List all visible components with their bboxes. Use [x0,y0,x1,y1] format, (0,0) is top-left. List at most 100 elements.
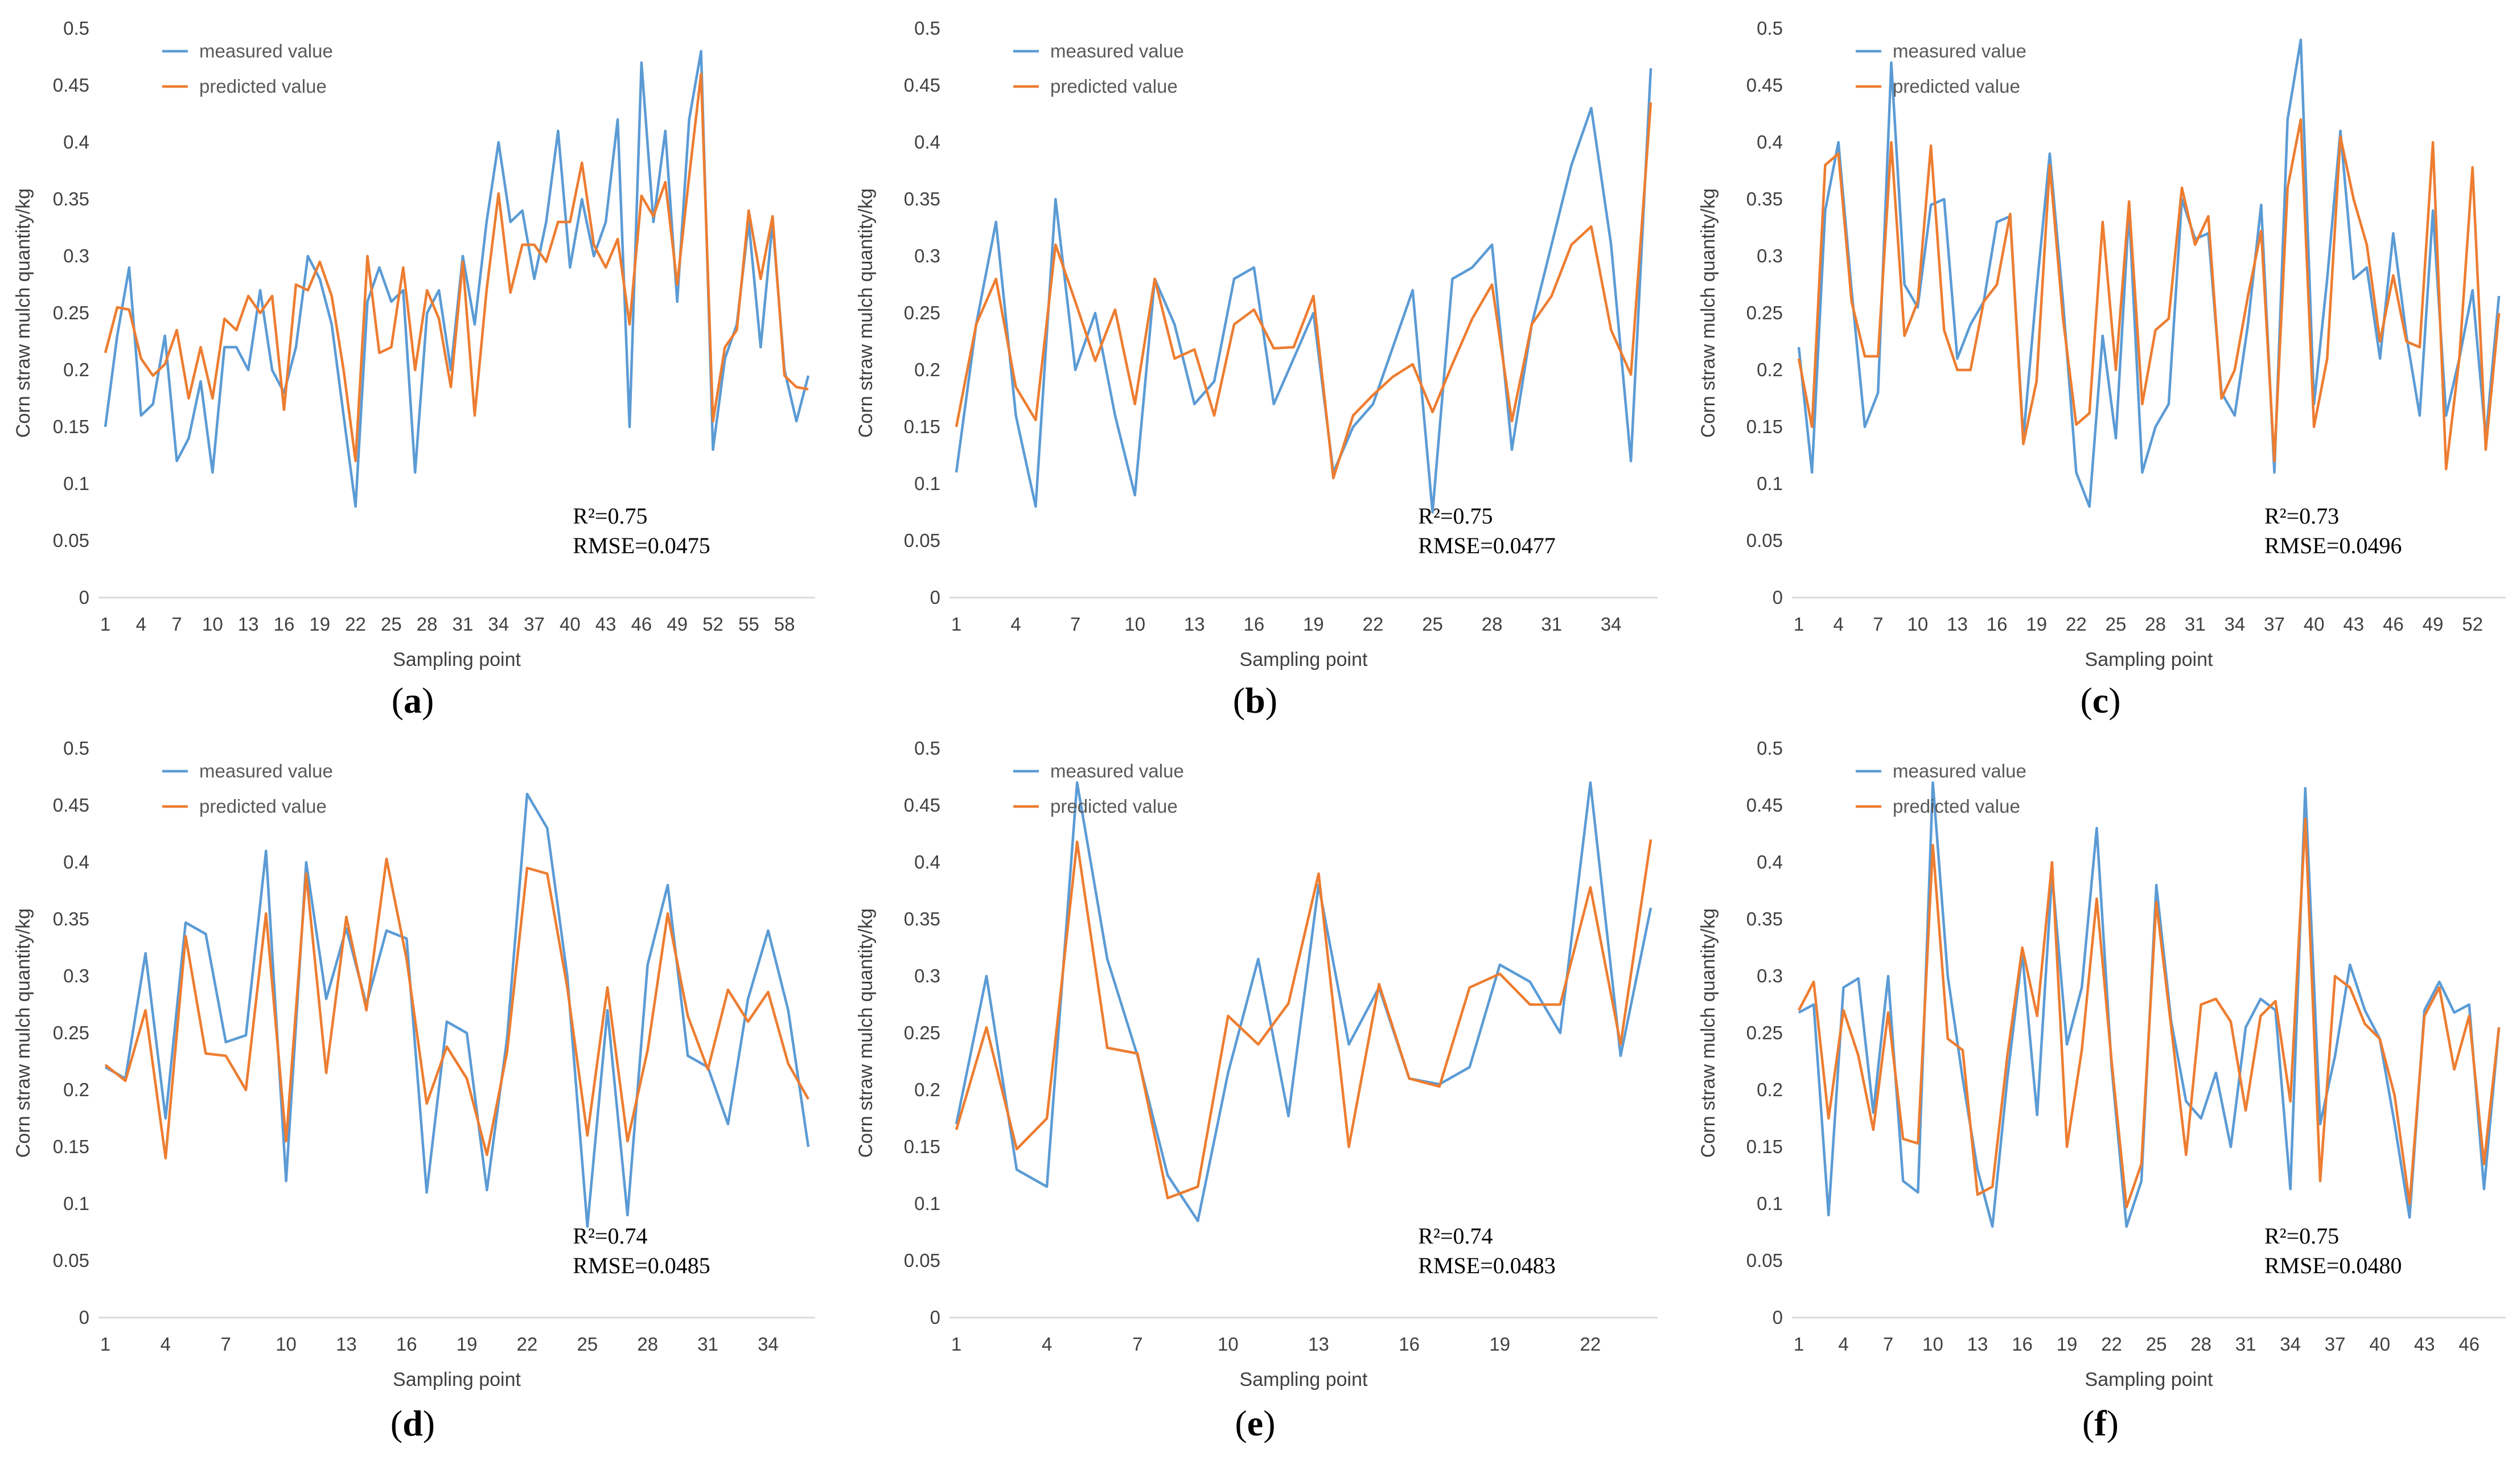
y-tick-label: 0.25 [53,1022,89,1043]
legend-label-predicted: predicted value [1050,76,1178,97]
y-tick-label: 0.4 [63,131,89,153]
r2-annotation: R²=0.75 [1418,503,1493,529]
legend-label-measured: measured value [1893,40,2026,61]
x-tick-label: 1 [100,1334,110,1355]
x-tick-label: 25 [381,614,402,635]
y-tick-label: 0.1 [63,1193,89,1214]
x-tick-label: 49 [667,614,688,635]
x-tick-label: 13 [238,614,259,635]
y-tick-label: 0 [79,587,89,608]
x-tick-label: 4 [1833,614,1843,635]
x-tick-label: 37 [524,614,545,635]
y-tick-label: 0.15 [53,1136,89,1157]
panel-letter: (f) [2082,1403,2119,1443]
x-tick-label: 19 [457,1334,478,1355]
x-tick-label: 52 [2462,614,2483,635]
x-tick-label: 10 [1218,1334,1239,1355]
rmse-annotation: RMSE=0.0480 [2264,1253,2402,1278]
y-tick-label: 0.35 [1746,908,1783,929]
x-tick-label: 16 [2012,1334,2033,1355]
y-tick-label: 0.4 [1757,131,1783,153]
r2-annotation: R²=0.74 [573,1223,647,1249]
y-axis-title: Corn straw mulch quantity/kg [1697,188,1719,438]
y-tick-label: 0.2 [1757,1079,1783,1100]
x-tick-label: 22 [1580,1334,1601,1355]
chart-panel-b: 0 0.05 0.1 0.15 0.2 0.25 0.3 0.35 0.4 0.45 0.5 1 4 7 1… [855,18,1658,721]
series-line-predicted [955,102,1652,480]
y-tick-label: 0.45 [53,75,89,96]
y-tick-label: 0.1 [1757,473,1783,494]
x-tick-label: 13 [1184,614,1205,635]
y-tick-label: 0.15 [1746,416,1783,437]
y-tick-label: 0.45 [1746,795,1783,816]
y-tick-label: 0.5 [63,738,89,759]
x-tick-label: 10 [1908,614,1929,635]
x-tick-label: 7 [1132,1334,1142,1355]
x-tick-label: 7 [1873,614,1883,635]
y-tick-label: 0.05 [904,1250,940,1271]
x-tick-label: 22 [517,1334,538,1355]
legend-label-measured: measured value [199,40,333,61]
x-tick-label: 55 [738,614,759,635]
y-tick-label: 0.5 [914,738,940,759]
y-tick-label: 0.2 [63,1079,89,1100]
series-line-measured [955,781,1652,1223]
x-tick-label: 43 [2343,614,2364,635]
y-tick-label: 0 [79,1307,89,1328]
x-tick-label: 1 [1794,614,1804,635]
x-tick-label: 40 [2304,614,2325,635]
x-tick-label: 4 [1042,1334,1052,1355]
x-tick-label: 7 [1070,614,1080,635]
y-tick-label: 0.15 [1746,1136,1783,1157]
x-tick-label: 4 [136,614,146,635]
x-axis-title: Sampling point [393,649,521,670]
y-tick-label: 0.45 [904,75,940,96]
y-tick-label: 0.45 [904,795,940,816]
y-tick-label: 0.5 [1757,738,1783,759]
y-tick-label: 0.4 [63,851,89,873]
y-tick-label: 0.3 [63,965,89,986]
rmse-annotation: RMSE=0.0477 [1418,533,1555,558]
chart-panel-a: 00.050.10.150.20.250.30.350.40.450.51 4 7 1… [13,18,815,721]
y-tick-label: 0 [930,1307,940,1328]
x-tick-label: 25 [2106,614,2127,635]
x-tick-label: 22 [345,614,366,635]
panel-letter: (d) [390,1403,435,1443]
y-tick-label: 0.3 [63,245,89,266]
y-tick-label: 0.05 [1746,1250,1783,1271]
x-tick-label: 28 [1482,614,1503,635]
y-tick-label: 0.25 [1746,302,1783,323]
x-tick-label: 34 [758,1334,779,1355]
y-tick-label: 0.3 [914,245,940,266]
y-tick-label: 0.3 [1757,245,1783,266]
x-tick-label: 31 [697,1334,718,1355]
x-tick-label: 31 [2185,614,2206,635]
rmse-annotation: RMSE=0.0483 [1418,1253,1555,1278]
x-tick-label: 16 [396,1334,417,1355]
legend-label-measured: measured value [1050,40,1184,61]
y-tick-label: 0.1 [63,473,89,494]
y-tick-label: 0.5 [1757,18,1783,39]
legend-label-predicted: predicted value [199,76,327,97]
y-tick-label: 0.3 [914,965,940,986]
x-tick-label: 40 [560,614,581,635]
y-tick-label: 0.4 [914,851,940,873]
x-tick-label: 1 [951,1334,961,1355]
x-tick-label: 10 [1922,1334,1943,1355]
x-tick-label: 25 [1422,614,1443,635]
rmse-annotation: RMSE=0.0475 [573,533,710,558]
y-tick-label: 0.25 [904,302,940,323]
x-tick-label: 4 [161,1334,171,1355]
y-tick-label: 0.2 [1757,359,1783,380]
x-tick-label: 31 [1541,614,1562,635]
x-tick-label: 7 [171,614,182,635]
x-tick-label: 16 [1243,614,1264,635]
x-tick-label: 28 [637,1334,658,1355]
chart-panel-f: 0 0.05 0.1 0.15 0.2 0.25 0.3 0.35 0.4 0.45 0.5 1 4 7 1… [1697,738,2506,1443]
x-tick-label: 1 [951,614,961,635]
x-tick-label: 46 [631,614,652,635]
series-line-predicted [1797,118,2501,471]
x-axis-title: Sampling point [1240,1369,1368,1390]
x-tick-label: 31 [453,614,474,635]
x-tick-label: 25 [577,1334,598,1355]
